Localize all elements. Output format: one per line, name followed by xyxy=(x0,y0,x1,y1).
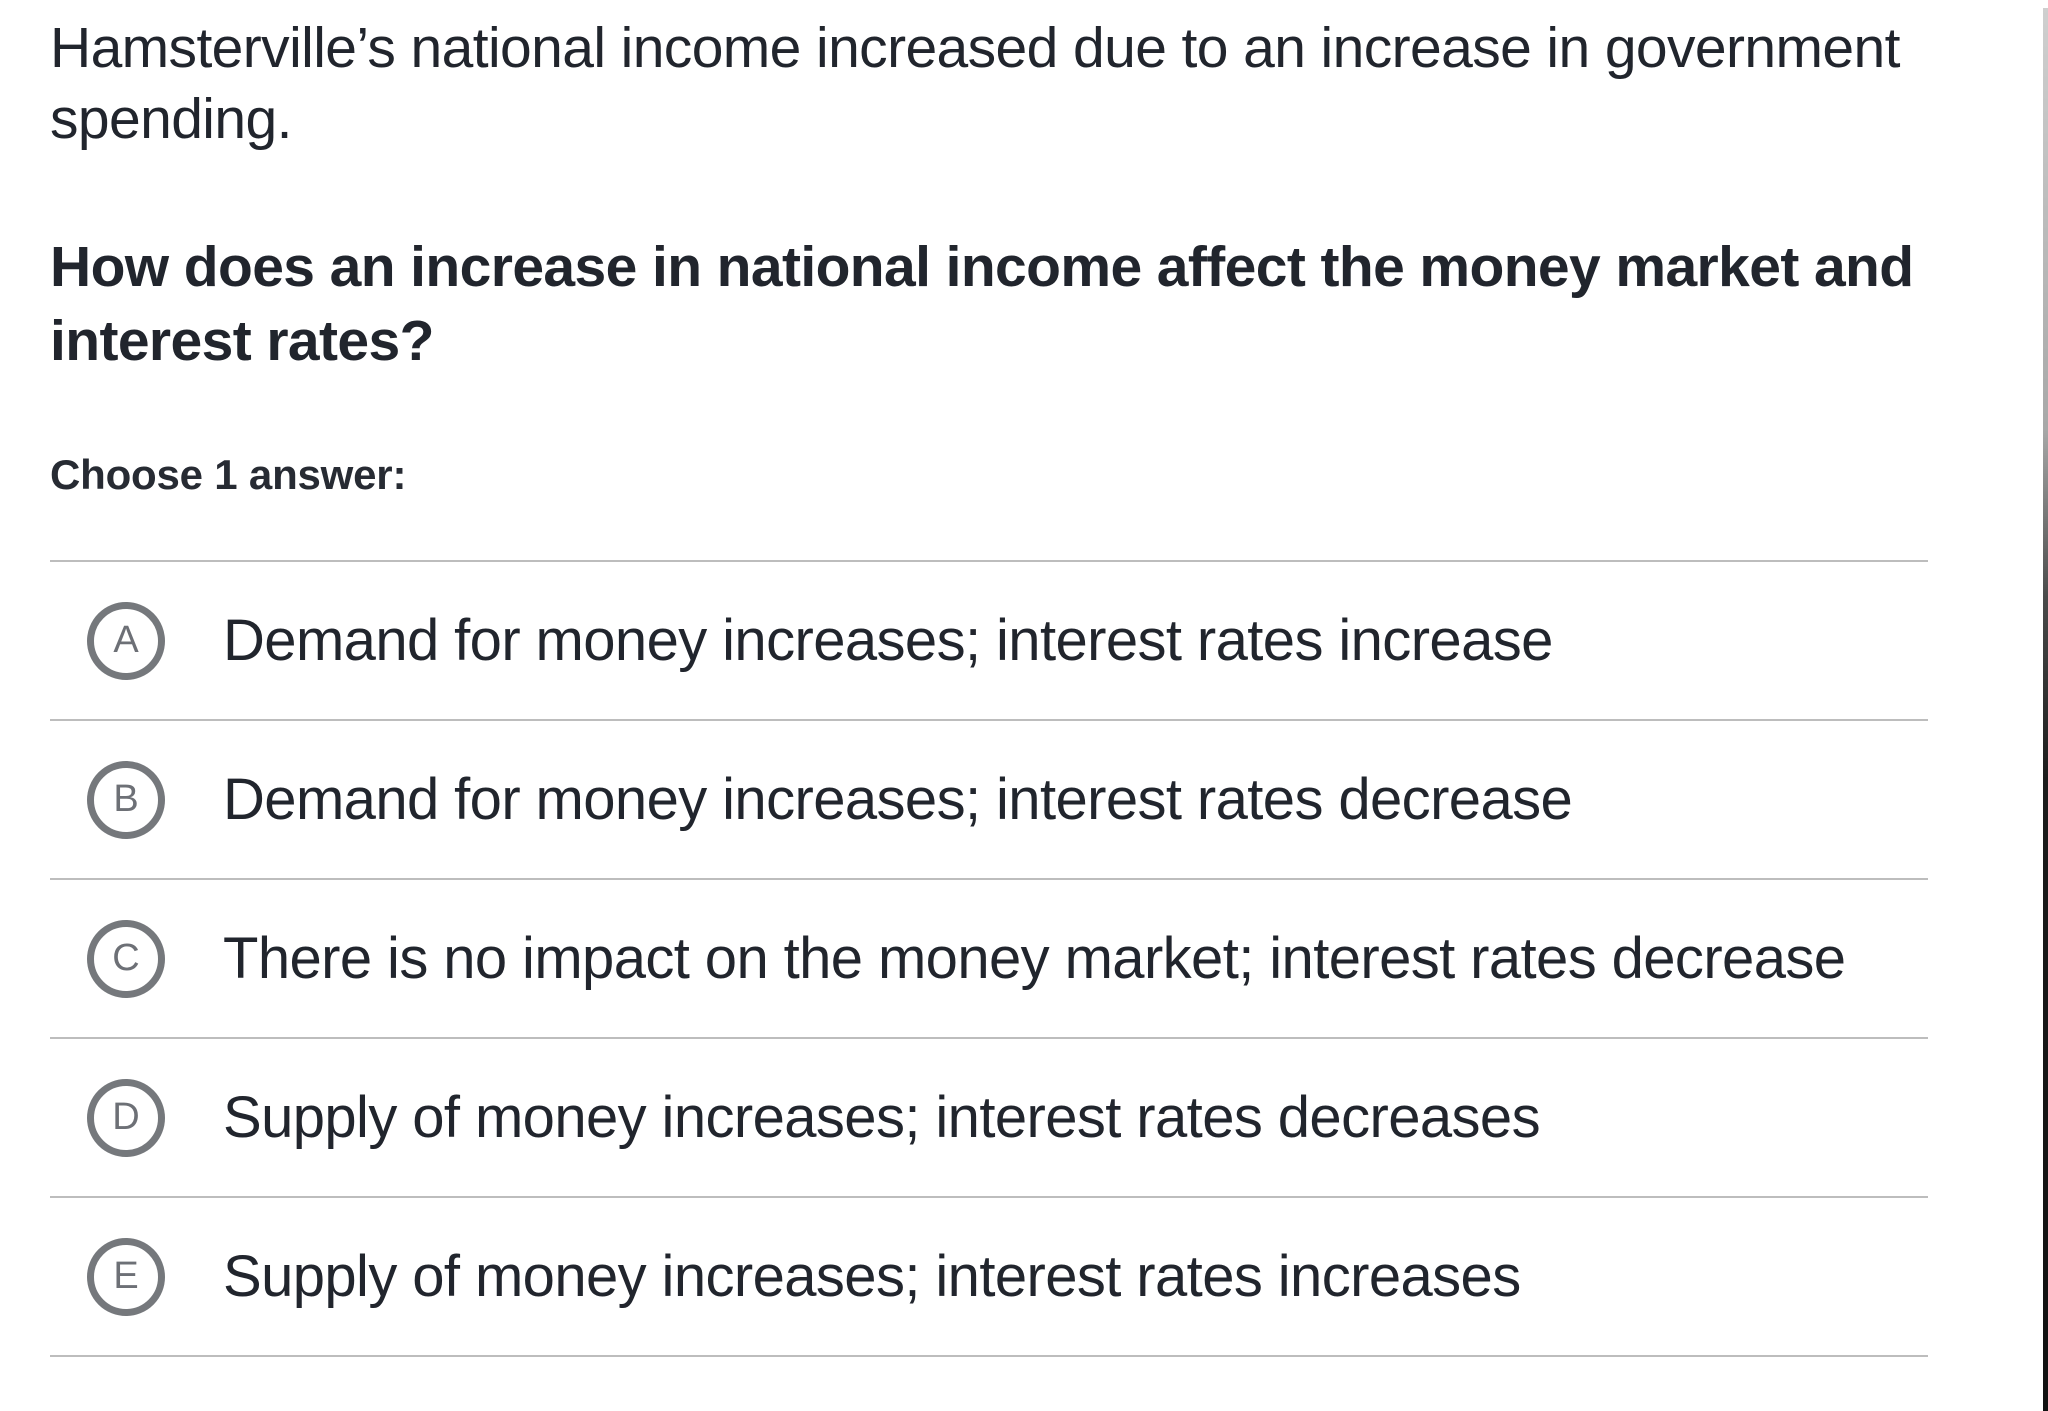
window-right-border xyxy=(2043,8,2048,1411)
choice-text-b: Demand for money increases; interest rat… xyxy=(223,766,1573,832)
choice-row-b[interactable]: B Demand for money increases; interest r… xyxy=(50,719,1928,878)
radio-bubble-b: B xyxy=(87,760,165,839)
choice-letter-e: E xyxy=(113,1255,139,1297)
choice-letter-d: D xyxy=(112,1096,140,1138)
choice-text-c: There is no impact on the money market; … xyxy=(223,925,1846,991)
radio-bubble-c: C xyxy=(87,919,165,998)
choice-text-d: Supply of money increases; interest rate… xyxy=(223,1084,1541,1150)
radio-bubble-d: D xyxy=(87,1078,165,1157)
answer-choices-list: A Demand for money increases; interest r… xyxy=(50,560,1928,1357)
choice-text-e: Supply of money increases; interest rate… xyxy=(223,1243,1521,1309)
question-prompt: How does an increase in national income … xyxy=(50,235,1914,373)
radio-bubble-e: E xyxy=(87,1237,165,1316)
choice-row-c[interactable]: C There is no impact on the money market… xyxy=(50,878,1928,1037)
choice-row-a[interactable]: A Demand for money increases; interest r… xyxy=(50,560,1928,719)
choice-row-d[interactable]: D Supply of money increases; interest ra… xyxy=(50,1037,1928,1196)
choice-letter-c: C xyxy=(112,937,140,979)
question-context: Hamsterville’s national income increased… xyxy=(50,16,1900,151)
choice-letter-b: B xyxy=(113,778,139,820)
radio-bubble-a: A xyxy=(87,601,165,680)
choose-answer-label: Choose 1 answer: xyxy=(50,451,407,498)
choice-row-e[interactable]: E Supply of money increases; interest ra… xyxy=(50,1196,1928,1355)
choice-letter-a: A xyxy=(113,619,139,661)
choice-text-a: Demand for money increases; interest rat… xyxy=(223,607,1553,673)
